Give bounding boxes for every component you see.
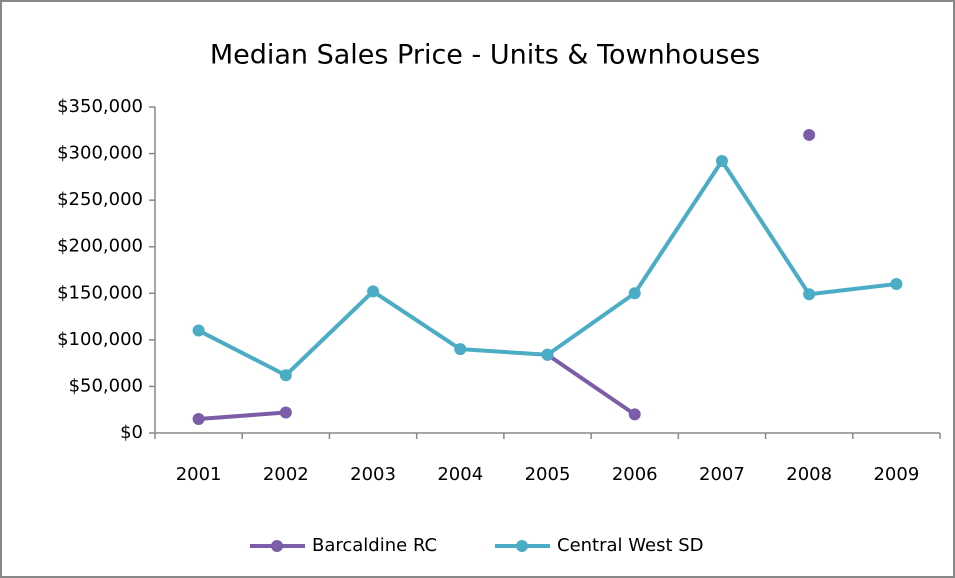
- series-point: [628, 408, 641, 421]
- series-point: [454, 343, 467, 356]
- x-tick-label: 2003: [350, 464, 396, 485]
- series-point: [715, 155, 728, 168]
- legend-marker: [516, 540, 528, 552]
- series-point: [279, 406, 292, 419]
- x-tick-label: 2002: [263, 464, 309, 485]
- y-tick-label: $100,000: [57, 329, 143, 350]
- legend-label: Barcaldine RC: [312, 535, 437, 556]
- legend-marker: [271, 540, 283, 552]
- x-tick-label: 2007: [699, 464, 745, 485]
- y-tick-label: $50,000: [69, 375, 143, 396]
- series-point: [628, 287, 641, 300]
- x-tick-label: 2009: [873, 464, 919, 485]
- x-tick-label: 2005: [525, 464, 571, 485]
- y-tick-label: $350,000: [57, 96, 143, 117]
- series-point: [279, 369, 292, 382]
- x-tick-label: 2008: [786, 464, 832, 485]
- x-tick-label: 2001: [176, 464, 222, 485]
- series-point: [803, 128, 816, 141]
- y-tick-label: $300,000: [57, 143, 143, 164]
- x-tick-label: 2004: [437, 464, 483, 485]
- series-point: [890, 277, 903, 290]
- x-tick-label: 2006: [612, 464, 658, 485]
- series-point: [367, 285, 380, 298]
- chart-title: Median Sales Price - Units & Townhouses: [210, 40, 760, 71]
- series-point: [541, 348, 554, 361]
- legend-label: Central West SD: [557, 535, 704, 556]
- series-point: [192, 413, 205, 426]
- series-point: [803, 288, 816, 301]
- y-tick-label: $200,000: [57, 236, 143, 257]
- series-point: [192, 324, 205, 337]
- y-tick-label: $250,000: [57, 189, 143, 210]
- y-tick-label: $0: [120, 422, 143, 443]
- y-tick-label: $150,000: [57, 282, 143, 303]
